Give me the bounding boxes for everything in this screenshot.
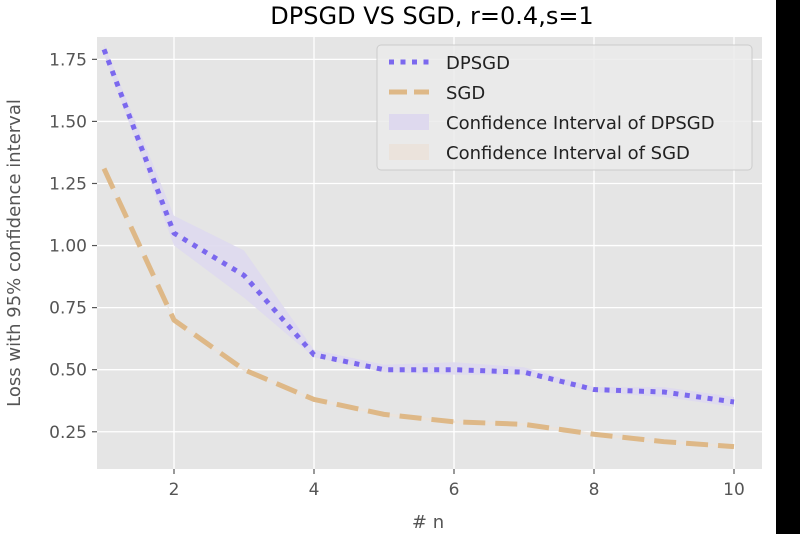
x-tick-label-10: 10 [723,480,745,500]
y-tick-label-1.00: 1.00 [49,237,87,257]
legend: DPSGD SGD Confidence Interval of DPSGD Conf… [376,44,753,171]
legend-label-confidence-interval-of-sgd: Confidence Interval of SGD [446,143,690,164]
series-line-dpsgd [101,48,735,405]
legend-swatch-confidence-interval-of-dpsgd [389,114,429,130]
x-tick-label-2: 2 [169,480,180,500]
x-tick-label-4: 4 [309,480,320,500]
x-axis-label: # n [412,512,444,533]
chart-title: DPSGD VS SGD, r=0.4,s=1 [270,2,593,30]
y-tick-label-1.75: 1.75 [49,50,87,70]
y-tick-label-0.50: 0.50 [49,361,87,381]
x-tick-label-8: 8 [589,480,600,500]
y-tick-label-1.50: 1.50 [49,112,87,132]
legend-swatch-confidence-interval-of-sgd [389,144,429,160]
y-tick-label-1.25: 1.25 [49,174,87,194]
series-line-sgd [101,167,735,450]
window-edge [776,0,800,534]
legend-label-dpsgd: DPSGD [446,53,510,74]
legend-box [376,44,753,171]
y-axis-label: Loss with 95% confidence interval [4,99,25,407]
x-tick-label-6: 6 [449,480,460,500]
legend-label-sgd: SGD [446,83,485,104]
legend-label-confidence-interval-of-dpsgd: Confidence Interval of DPSGD [446,113,715,134]
y-tick-label-0.75: 0.75 [49,299,87,319]
y-tick-label-0.25: 0.25 [49,423,87,443]
